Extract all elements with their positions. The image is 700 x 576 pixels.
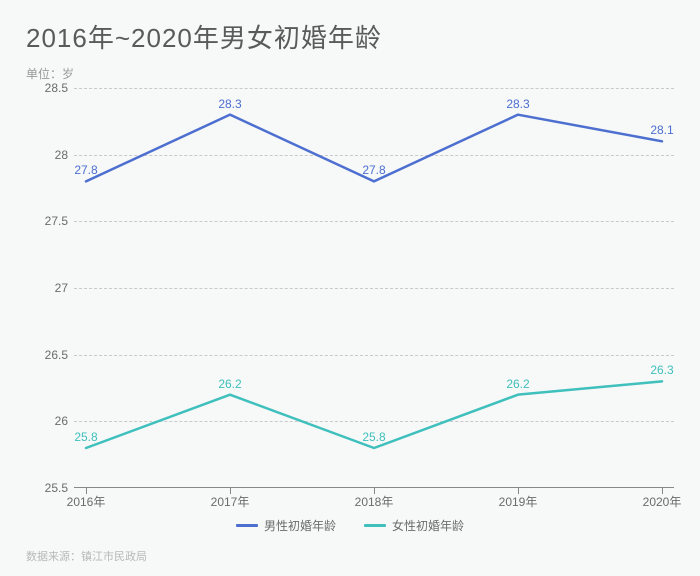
y-tick-label: 25.5 bbox=[45, 481, 68, 495]
legend-item: 女性初婚年龄 bbox=[364, 517, 464, 534]
data-point-label: 27.8 bbox=[74, 163, 97, 177]
y-tick-label: 28 bbox=[55, 148, 68, 162]
legend-swatch bbox=[364, 524, 386, 527]
y-tick-label: 28.5 bbox=[45, 81, 68, 95]
x-tick-label: 2020年 bbox=[643, 493, 682, 510]
legend-label: 男性初婚年龄 bbox=[264, 517, 336, 534]
unit-subtitle: 单位：岁 bbox=[26, 65, 674, 82]
y-axis: 25.52626.52727.52828.5 bbox=[26, 88, 74, 488]
page-root: 2016年~2020年男女初婚年龄 单位：岁 25.5 26 26.5 27 27.5 2… bbox=[0, 0, 700, 576]
x-tick-label: 2017年 bbox=[211, 493, 250, 510]
line-chart: 25.52626.52727.52828.5 2016年2017年2018年20… bbox=[26, 88, 674, 508]
data-point-label: 26.2 bbox=[506, 377, 529, 391]
legend-swatch bbox=[236, 524, 258, 527]
data-point-label: 28.3 bbox=[218, 97, 241, 111]
x-tick-label: 2019年 bbox=[499, 493, 538, 510]
page-title: 2016年~2020年男女初婚年龄 bbox=[26, 18, 674, 55]
legend: 男性初婚年龄 女性初婚年龄 bbox=[0, 516, 700, 534]
y-tick-label: 26 bbox=[55, 414, 68, 428]
data-point-label: 28.3 bbox=[506, 97, 529, 111]
data-point-label: 25.8 bbox=[74, 430, 97, 444]
x-tick-label: 2016年 bbox=[67, 493, 106, 510]
x-tick-label: 2018年 bbox=[355, 493, 394, 510]
legend-label: 女性初婚年龄 bbox=[392, 517, 464, 534]
data-point-label: 27.8 bbox=[362, 163, 385, 177]
y-tick-label: 27.5 bbox=[45, 214, 68, 228]
data-point-label: 25.8 bbox=[362, 430, 385, 444]
y-tick-label: 27 bbox=[55, 281, 68, 295]
series-svg bbox=[74, 88, 674, 488]
data-point-label: 28.1 bbox=[650, 123, 673, 137]
data-point-label: 26.3 bbox=[650, 363, 673, 377]
plot-area: 2016年2017年2018年2019年2020年27.828.327.828.… bbox=[74, 88, 674, 488]
data-point-label: 26.2 bbox=[218, 377, 241, 391]
data-source: 数据来源：镇江市民政局 bbox=[26, 548, 147, 564]
legend-item: 男性初婚年龄 bbox=[236, 517, 336, 534]
y-tick-label: 26.5 bbox=[45, 348, 68, 362]
